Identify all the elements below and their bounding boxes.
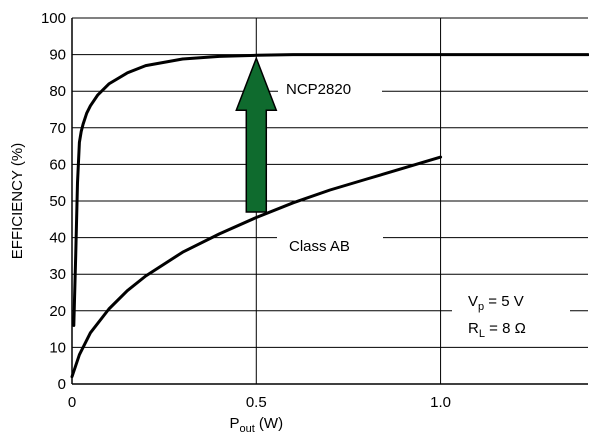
load-resistance-label: RL = 8 Ω xyxy=(468,320,526,340)
supply-voltage-label: Vp = 5 V xyxy=(468,293,524,313)
series-lines xyxy=(70,53,589,379)
y-tick-label: 40 xyxy=(49,230,66,247)
y-tick-label: 50 xyxy=(49,193,66,210)
series-line-class-ab xyxy=(70,155,443,379)
series-line-ncp2820 xyxy=(72,53,589,327)
y-tick-label: 90 xyxy=(49,47,66,64)
y-tick-label: 70 xyxy=(49,120,66,137)
y-tick-label: 60 xyxy=(49,156,66,173)
x-axis-title: Pout (W) xyxy=(229,415,283,435)
green-arrow xyxy=(235,56,278,213)
y-tick-label: 10 xyxy=(49,339,66,356)
y-tick-label: 0 xyxy=(58,376,66,393)
y-tick-label: 80 xyxy=(49,83,66,100)
plot-frame xyxy=(71,18,588,385)
y-tick-label: 20 xyxy=(49,303,66,320)
y-axis-title: EFFICIENCY (%) xyxy=(9,143,26,259)
y-tick-labels: 0 10 20 30 40 50 60 70 80 90 100 xyxy=(41,10,66,393)
x-tick-labels: 0 0.5 1.0 xyxy=(68,394,451,411)
ncp2820-label-background xyxy=(278,77,382,101)
y-tick-label: 30 xyxy=(49,266,66,283)
x-tick-label: 0.5 xyxy=(246,394,267,411)
x-tick-label: 1.0 xyxy=(430,394,451,411)
class-ab-label: Class AB xyxy=(289,238,350,255)
ncp2820-label: NCP2820 xyxy=(286,81,351,98)
class-ab-label-background xyxy=(277,232,383,258)
conditions-label-background xyxy=(452,288,570,344)
improvement-arrow xyxy=(235,56,278,213)
y-tick-label: 100 xyxy=(41,10,66,27)
x-tick-label: 0 xyxy=(68,394,76,411)
